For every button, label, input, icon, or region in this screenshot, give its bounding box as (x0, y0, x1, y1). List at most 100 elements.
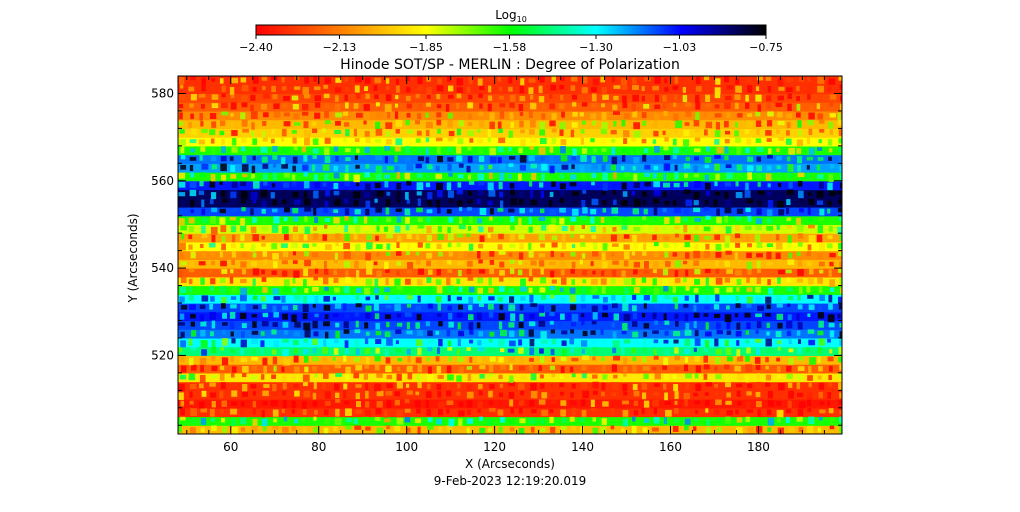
heatmap-speckle (211, 234, 216, 243)
heatmap-speckle (240, 112, 246, 120)
heatmap-speckle (560, 426, 567, 430)
heatmap-speckle (580, 94, 588, 102)
heatmap-speckle (293, 146, 298, 151)
heatmap-speckle (416, 313, 422, 321)
heatmap-speckle (312, 148, 319, 154)
heatmap-speckle (652, 278, 657, 286)
heatmap-speckle (426, 408, 432, 416)
heatmap-speckle (560, 189, 565, 196)
heatmap-speckle (776, 148, 780, 153)
heatmap-speckle (817, 113, 824, 120)
heatmap-speckle (684, 295, 689, 301)
heatmap-speckle (191, 330, 197, 337)
heatmap-speckle (231, 401, 238, 406)
heatmap-speckle (345, 348, 349, 355)
heatmap-speckle (488, 164, 493, 170)
heatmap-speckle (469, 339, 474, 344)
heatmap-speckle (539, 121, 546, 130)
heatmap-speckle (621, 147, 629, 153)
heatmap-speckle (479, 164, 484, 171)
heatmap-speckle (334, 129, 342, 134)
heatmap-speckle (529, 357, 534, 362)
heatmap-speckle (458, 410, 465, 417)
heatmap-speckle (641, 348, 647, 354)
heatmap-speckle (683, 189, 691, 194)
heatmap-speckle (179, 355, 185, 363)
heatmap-speckle (685, 373, 693, 379)
heatmap-speckle (211, 365, 218, 372)
heatmap-speckle (560, 400, 567, 406)
heatmap-speckle (746, 303, 752, 308)
heatmap-speckle (180, 365, 187, 373)
heatmap-speckle (654, 104, 661, 109)
heatmap-speckle (397, 357, 403, 362)
heatmap-speckle (448, 312, 453, 320)
heatmap-speckle (664, 251, 669, 258)
heatmap-speckle (178, 121, 184, 126)
heatmap-speckle (468, 76, 473, 85)
heatmap-speckle (706, 146, 710, 152)
heatmap-speckle (653, 207, 658, 216)
heatmap-speckle (612, 181, 617, 189)
heatmap-speckle (353, 277, 357, 283)
heatmap-speckle (776, 156, 783, 161)
heatmap-speckle (292, 191, 299, 198)
heatmap-speckle (488, 390, 493, 398)
heatmap-speckle (757, 269, 761, 273)
heatmap-speckle (837, 296, 842, 303)
heatmap-speckle (652, 234, 657, 241)
heatmap-speckle (674, 303, 679, 310)
colorbar-tick-label: −2.40 (239, 41, 273, 54)
heatmap-speckle (343, 137, 347, 143)
heatmap-speckle (179, 112, 183, 120)
heatmap-speckle (694, 225, 699, 230)
heatmap-speckle (220, 382, 226, 390)
heatmap-speckle (682, 260, 688, 265)
heatmap-speckle (723, 120, 729, 128)
heatmap-speckle (282, 427, 289, 433)
heatmap-speckle (189, 181, 197, 189)
heatmap-speckle (273, 277, 279, 283)
heatmap-speckle (816, 191, 824, 198)
heatmap-speckle (672, 286, 676, 293)
heatmap-speckle (241, 323, 247, 329)
heatmap-speckle (263, 259, 268, 266)
heatmap-speckle (229, 156, 234, 161)
heatmap-speckle (716, 208, 720, 216)
heatmap-speckle (838, 199, 842, 204)
heatmap-speckle (549, 103, 556, 110)
heatmap-speckle (335, 242, 339, 247)
heatmap-speckle (695, 112, 700, 121)
heatmap-speckle (787, 400, 792, 409)
heatmap-speckle (725, 250, 732, 255)
heatmap-speckle (600, 278, 607, 285)
heatmap-speckle (201, 250, 207, 258)
heatmap-speckle (437, 313, 442, 318)
heatmap-speckle (591, 93, 597, 102)
heatmap-speckle (754, 338, 762, 343)
heatmap-speckle (785, 207, 790, 215)
heatmap-speckle (303, 355, 309, 363)
heatmap-speckle (510, 408, 515, 414)
heatmap-speckle (334, 252, 338, 260)
heatmap-speckle (819, 181, 824, 189)
heatmap-speckle (322, 382, 326, 389)
heatmap-speckle (343, 390, 347, 399)
heatmap-speckle (531, 409, 537, 414)
heatmap-speckle (314, 95, 322, 102)
heatmap-speckle (323, 276, 329, 285)
heatmap-speckle (664, 320, 670, 325)
heatmap-speckle (211, 103, 219, 109)
heatmap-speckle (839, 165, 842, 172)
heatmap-speckle (508, 146, 512, 152)
x-axis: 60 80 100 120 140 160 180 (186, 76, 825, 454)
heatmap-speckle (797, 339, 802, 344)
heatmap-speckle (354, 209, 361, 215)
heatmap-speckle (458, 425, 462, 433)
heatmap-speckle (335, 408, 340, 417)
heatmap-speckle (539, 129, 546, 136)
heatmap-speckle (499, 270, 505, 276)
heatmap-speckle (373, 217, 377, 222)
heatmap-speckle (384, 226, 389, 232)
heatmap-speckle (283, 121, 291, 127)
